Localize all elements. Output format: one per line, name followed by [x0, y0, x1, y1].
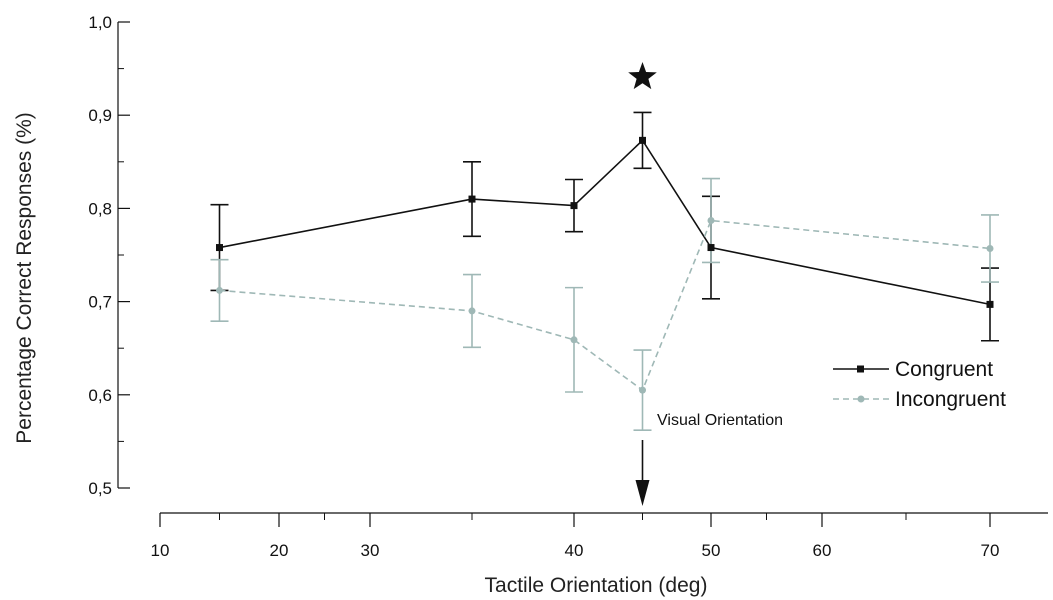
series-lines: [219, 139, 991, 392]
star-icon: [628, 62, 657, 90]
x-tick-label: 40: [565, 541, 584, 560]
y-axis-title: Percentage Correct Responses (%): [13, 112, 36, 443]
x-tick-label: 60: [813, 541, 832, 560]
x-axis-title: Tactile Orientation (deg): [485, 574, 708, 597]
y-tick-label: 0,8: [88, 199, 112, 218]
series-line-incongruent: [219, 219, 991, 392]
error-bars: [210, 111, 999, 432]
data-point-incongruent: [639, 386, 646, 394]
y-tick-label: 0,5: [88, 479, 112, 498]
data-point-congruent: [986, 300, 994, 308]
y-tick-label: 0,6: [88, 386, 112, 405]
x-tick-label: 70: [981, 541, 1000, 560]
y-tick-label: 0,7: [88, 293, 112, 312]
data-point-incongruent: [570, 336, 578, 344]
legend-marker-congruent: [857, 365, 864, 373]
visual-orientation-label: Visual Orientation: [657, 412, 783, 429]
x-tick-label: 10: [151, 541, 170, 560]
y-tick-label: 1,0: [88, 13, 112, 32]
data-point-congruent: [707, 244, 715, 252]
arrow-down-icon: [635, 480, 650, 506]
annotations: Visual Orientation: [628, 62, 783, 506]
x-tick-label: 50: [702, 541, 721, 560]
legend-label-congruent: Congruent: [895, 358, 993, 381]
x-tick-label: 20: [270, 541, 289, 560]
data-point-congruent: [216, 244, 223, 252]
legend-label-incongruent: Incongruent: [895, 388, 1006, 411]
y-tick-label: 0,9: [88, 106, 112, 125]
data-point-congruent: [639, 136, 646, 144]
data-point-incongruent: [707, 217, 715, 225]
legend-marker-incongruent: [857, 395, 865, 403]
series-line-congruent: [219, 139, 991, 306]
data-point-incongruent: [986, 244, 994, 252]
data-markers: [216, 136, 994, 394]
x-tick-label: 30: [361, 541, 380, 560]
axes: 0,5 0,6 0,7 0,8 0,9 1,0 10 20 30 40 50 60 70: [88, 13, 1048, 560]
data-point-incongruent: [468, 307, 476, 315]
data-point-congruent: [468, 195, 476, 203]
legend: Congruent Incongruent: [833, 358, 1006, 411]
data-point-incongruent: [216, 286, 223, 294]
data-point-congruent: [570, 202, 578, 210]
